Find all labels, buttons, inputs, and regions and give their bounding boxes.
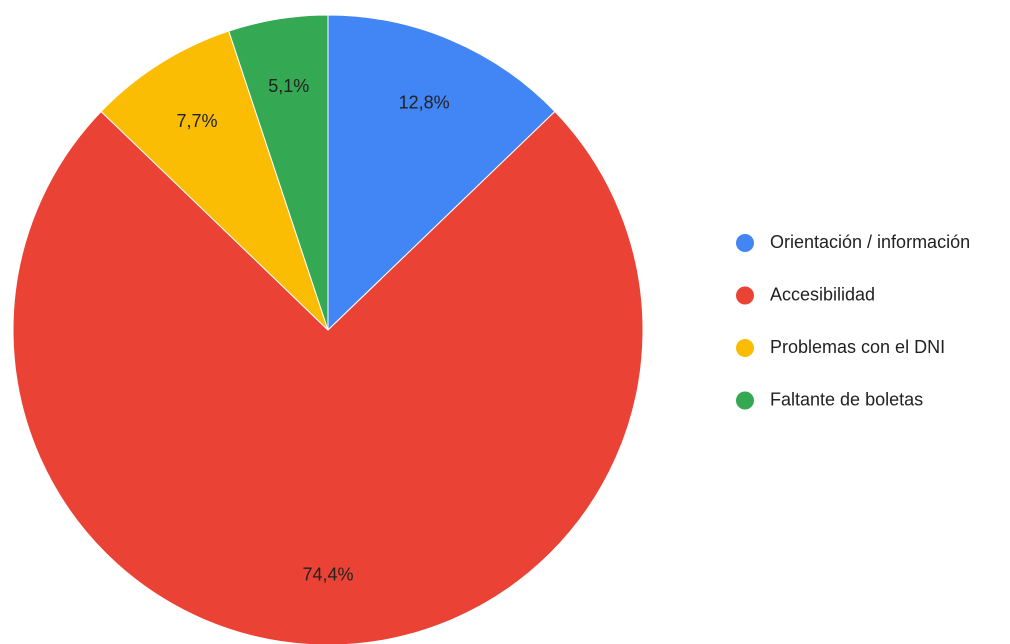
slice-label: 12,8% — [399, 93, 450, 113]
legend-label: Problemas con el DNI — [770, 337, 945, 357]
slice-label: 5,1% — [268, 76, 309, 96]
legend-swatch — [736, 286, 754, 305]
pie-slice — [228, 14, 329, 331]
pie-slice — [327, 14, 556, 332]
slice-label: 7,7% — [176, 111, 217, 131]
legend-label: Faltante de boletas — [770, 389, 923, 409]
pie-slice — [100, 30, 329, 331]
pie-slice — [12, 110, 644, 644]
legend-label: Orientación / información — [770, 232, 970, 252]
legend-swatch — [736, 234, 754, 252]
legend-swatch — [736, 391, 754, 410]
slice-label: 74,4% — [302, 564, 353, 584]
legend-label: Accesibilidad — [770, 284, 875, 304]
legend-swatch — [736, 339, 754, 357]
